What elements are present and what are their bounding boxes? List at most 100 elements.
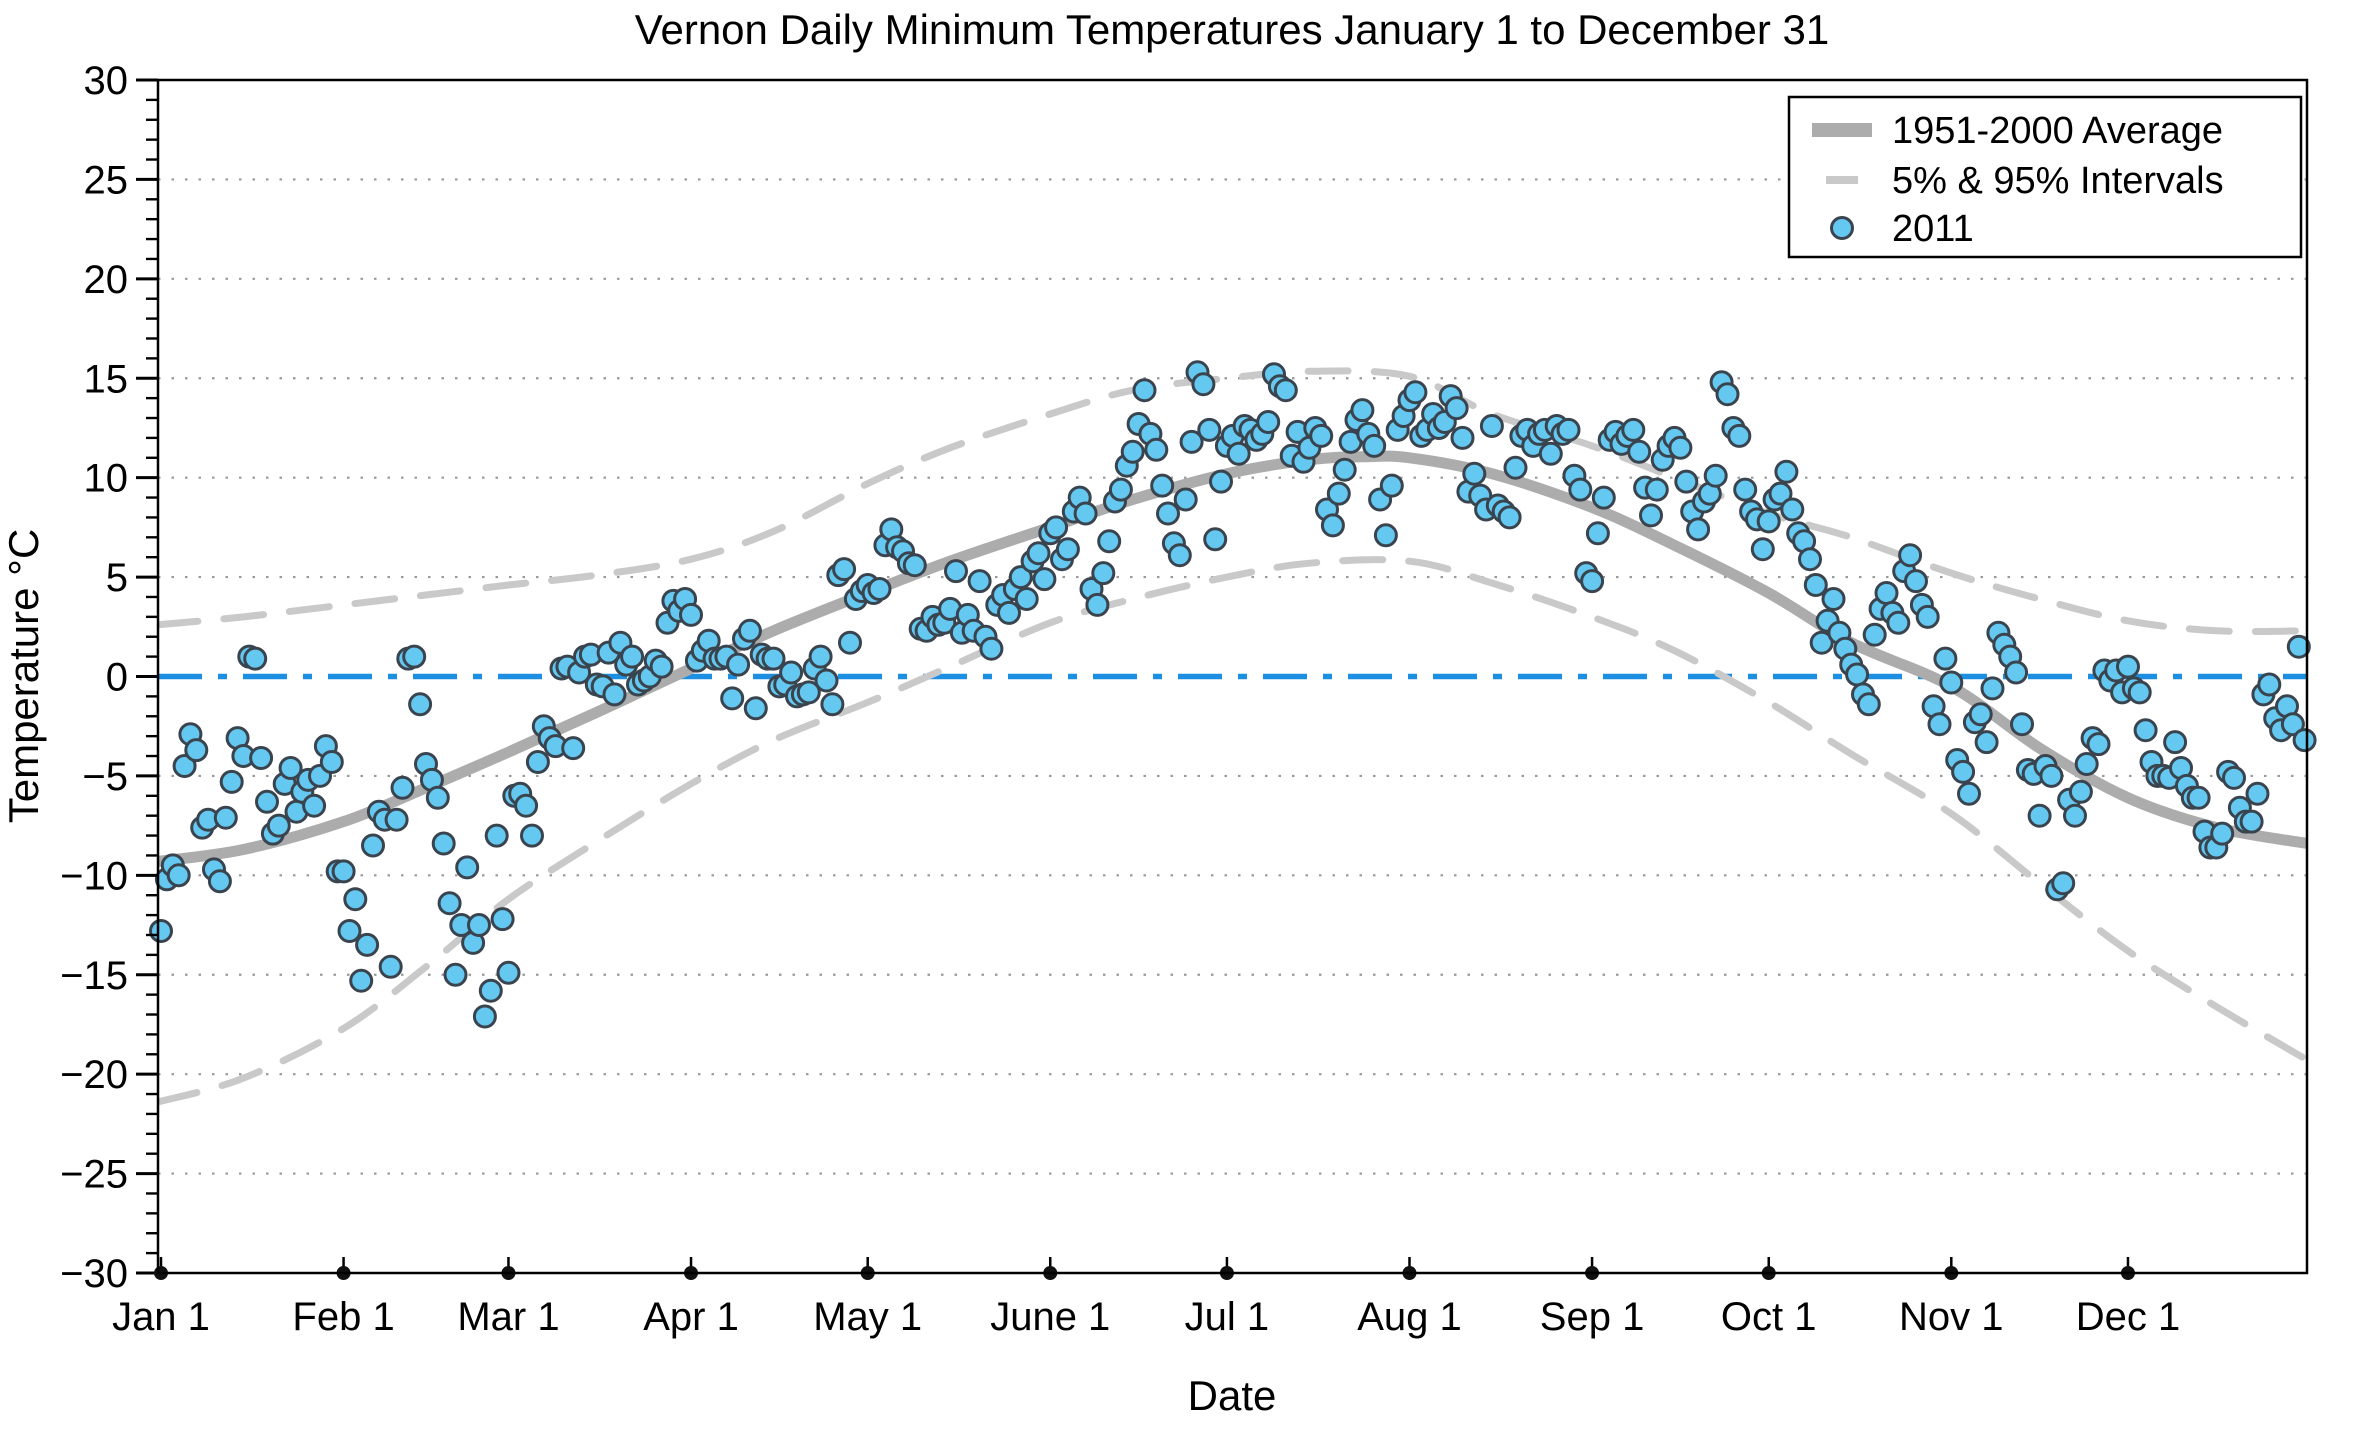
data-point-2011	[1809, 630, 1834, 655]
data-point-2011	[1503, 455, 1528, 480]
data-point-2011	[467, 913, 491, 937]
average-1951-2000-curve	[158, 450, 2307, 867]
data-point-2011	[343, 887, 368, 912]
y-tick-label: −5	[82, 755, 128, 799]
legend-2011-point-swatch	[1830, 216, 1854, 240]
data-point-2011	[1132, 378, 1157, 403]
data-point-2011	[838, 630, 862, 655]
data-point-2011	[361, 833, 385, 858]
data-point-2011	[796, 680, 821, 705]
data-point-2011	[944, 559, 968, 584]
x-tick-label: Jul 1	[1185, 1295, 1270, 1339]
data-point-2011	[478, 978, 503, 1003]
data-point-2011	[2116, 654, 2140, 679]
data-point-2011	[779, 660, 804, 685]
data-point-2011	[1585, 521, 1610, 546]
data-point-2011	[2074, 752, 2099, 776]
data-point-2011	[2010, 712, 2034, 737]
data-point-2011	[1179, 429, 1204, 454]
x-tick-label: Mar 1	[457, 1295, 559, 1339]
data-point-2011	[743, 696, 768, 721]
data-point-2011	[425, 785, 450, 810]
data-point-2011	[172, 754, 197, 778]
x-tick-label: Feb 1	[292, 1295, 394, 1339]
data-point-2011	[1686, 517, 1711, 542]
data-point-2011	[249, 746, 274, 770]
data-point-2011	[1014, 587, 1039, 611]
y-tick-label: −10	[60, 854, 128, 898]
data-point-2011	[1886, 610, 1911, 635]
data-point-2011	[1591, 485, 1616, 510]
x-tick-label: June 1	[990, 1295, 1110, 1339]
x-axis-title: Date	[1188, 1372, 1277, 1419]
data-point-2011	[2051, 871, 2076, 896]
data-point-2011	[967, 569, 992, 594]
data-point-2011	[2222, 765, 2246, 790]
data-point-2011	[649, 654, 674, 679]
data-point-2011	[2286, 634, 2311, 659]
data-point-2011	[2068, 779, 2093, 804]
plot-area: −30 −25 −20 −15 −10 −5 0 5 10 15 20 25 30 Jan 1 Feb 1 M…	[60, 59, 2317, 1339]
data-point-2011	[1256, 410, 1281, 434]
data-point-2011	[1927, 712, 1952, 737]
plot-border	[156, 78, 2309, 1275]
data-point-2011	[1379, 473, 1404, 498]
data-point-2011	[255, 789, 279, 814]
data-point-2011	[1026, 541, 1051, 566]
data-point-2011	[1939, 670, 1964, 695]
x-tick-label: Nov 1	[1899, 1295, 2004, 1339]
data-point-2011	[2163, 730, 2188, 755]
data-point-2011	[484, 823, 509, 848]
y-tick-label: −20	[60, 1053, 128, 1097]
data-point-2011	[437, 891, 462, 916]
data-point-2011	[1462, 461, 1487, 486]
y-tick-label: −25	[60, 1153, 128, 1197]
data-point-2011	[2245, 781, 2270, 806]
data-point-2011	[1108, 477, 1133, 502]
data-point-2011	[455, 855, 480, 880]
data-point-2011	[166, 863, 191, 888]
data-point-2011	[2063, 803, 2087, 828]
data-point-2011	[384, 807, 409, 832]
data-point-2011	[1144, 437, 1169, 462]
data-point-2011	[213, 805, 238, 830]
data-point-2011	[1627, 439, 1652, 464]
data-point-2011	[2127, 680, 2152, 705]
data-point-2011	[1845, 662, 1870, 687]
y-tick-label: 10	[84, 457, 129, 501]
legend-box	[1787, 95, 2303, 259]
y-tick-label: 25	[84, 158, 129, 202]
data-point-2011	[337, 919, 362, 943]
x-tick-label: Jan 1	[112, 1295, 210, 1339]
data-point-2011	[1980, 676, 2005, 701]
data-point-2011	[1403, 380, 1428, 405]
y-tick-label: 15	[84, 357, 129, 401]
y-tick-label: −30	[60, 1252, 128, 1296]
data-point-2011	[243, 646, 268, 671]
data-point-2011	[2086, 732, 2111, 757]
y-tick-label: 30	[84, 59, 129, 103]
data-point-2011	[1621, 417, 1646, 442]
x-tick-label: Apr 1	[643, 1295, 739, 1339]
data-point-2011	[1479, 414, 1504, 438]
data-point-2011	[820, 692, 845, 717]
data-point-2011	[490, 907, 515, 932]
data-point-2011	[1085, 592, 1110, 617]
data-point-2011	[1444, 396, 1469, 421]
data-point-2011	[761, 646, 786, 671]
data-point-2011	[349, 968, 374, 993]
data-point-2011	[520, 823, 544, 848]
data-point-2011	[1803, 573, 1828, 597]
data-point-2011	[737, 618, 762, 643]
data-point-2011	[1968, 702, 1993, 727]
data-point-2011	[514, 793, 539, 818]
data-point-2011	[1197, 417, 1222, 442]
data-point-2011	[1173, 487, 1198, 512]
data-point-2011	[867, 577, 892, 601]
data-point-2011	[1097, 529, 1122, 554]
data-point-2011	[2004, 660, 2029, 685]
data-point-2011	[1644, 477, 1669, 502]
data-point-2011	[355, 932, 380, 957]
data-point-2011	[1332, 457, 1357, 482]
chart-title: Vernon Daily Minimum Temperatures Januar…	[635, 6, 1829, 53]
